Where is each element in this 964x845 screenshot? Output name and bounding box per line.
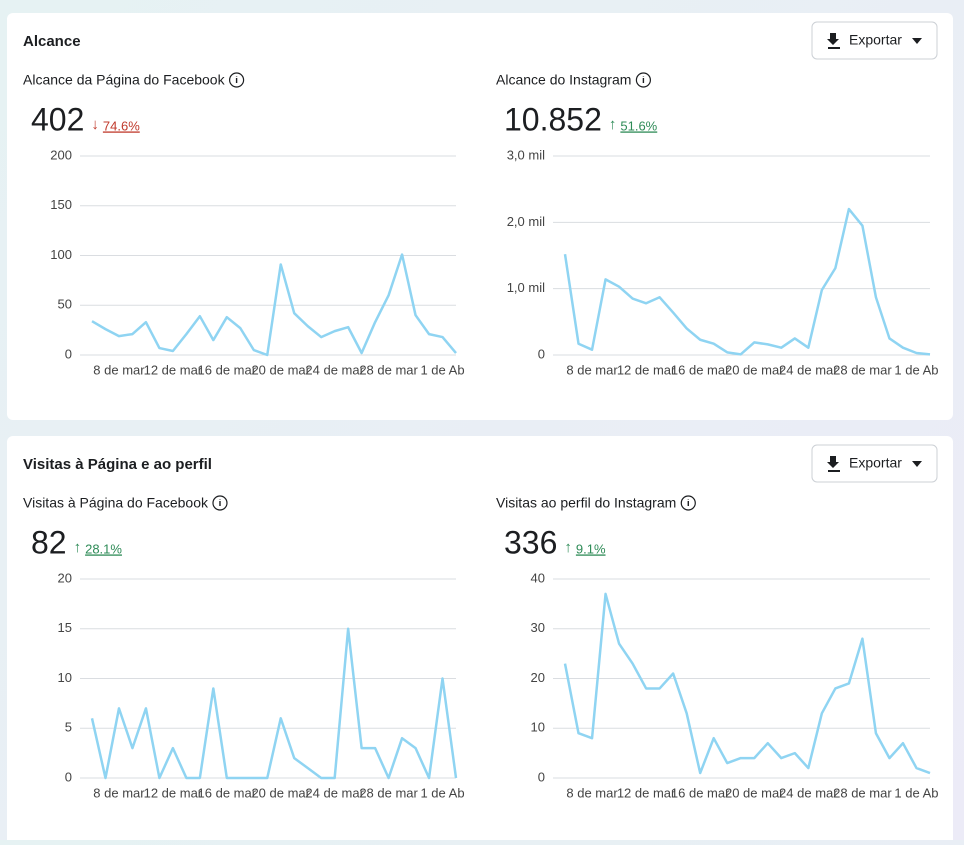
- y-tick-label: 5: [65, 720, 72, 735]
- y-tick-label: 0: [65, 769, 72, 784]
- y-tick-label: 10: [531, 720, 545, 735]
- button-bg: [811, 21, 938, 60]
- x-tick-label: 16 de mar: [671, 362, 730, 377]
- chart-title: Visitas à Página do Facebook: [23, 495, 209, 511]
- x-tick-label: 20 de mar: [251, 785, 310, 800]
- y-tick-label: 150: [50, 197, 72, 212]
- y-tick-label: 0: [538, 346, 545, 361]
- y-tick-label: 10: [58, 670, 72, 685]
- export-button[interactable]: Exportar: [811, 21, 938, 60]
- y-tick-label: 30: [531, 620, 545, 635]
- x-tick-label: 20 de mar: [725, 785, 784, 800]
- x-tick-label: 16 de mar: [198, 785, 257, 800]
- y-tick-label: 0: [538, 769, 545, 784]
- x-tick-label: 28 de mar: [833, 785, 892, 800]
- x-tick-label: 1 de Ab: [420, 785, 464, 800]
- y-tick-label: 50: [58, 297, 72, 312]
- x-tick-label: 24 de mar: [305, 785, 364, 800]
- section-title: Visitas à Página e ao perfil: [23, 456, 212, 473]
- x-tick-label: 20 de mar: [725, 362, 784, 377]
- x-tick-label: 12 de mar: [144, 362, 203, 377]
- y-tick-label: 0: [65, 346, 72, 361]
- download-icon: [827, 456, 840, 472]
- info-icon[interactable]: [228, 72, 245, 88]
- y-tick-label: 2,0 mil: [507, 214, 545, 229]
- total-value: 336: [504, 524, 557, 560]
- card: [7, 13, 953, 420]
- x-tick-label: 28 de mar: [833, 362, 892, 377]
- y-tick-label: 100: [50, 247, 72, 262]
- data-line: [90, 627, 458, 780]
- info-icon[interactable]: [635, 72, 652, 88]
- info-icon[interactable]: [212, 495, 228, 511]
- x-tick-label: 1 de Ab: [894, 362, 938, 377]
- change-percent: 51.6%: [620, 118, 657, 133]
- download-icon: [827, 33, 840, 49]
- button-bg: [811, 444, 938, 483]
- x-tick-label: 12 de mar: [617, 362, 676, 377]
- data-line: [91, 253, 457, 357]
- x-tick-label: 1 de Ab: [420, 362, 464, 377]
- chart-title: Alcance da Página do Facebook: [23, 72, 226, 88]
- data-line: [563, 592, 931, 775]
- y-tick-label: 15: [58, 620, 72, 635]
- x-tick-label: 28 de mar: [359, 362, 418, 377]
- total-value: 402: [31, 101, 84, 137]
- total-value: 10.852: [504, 101, 602, 137]
- change-percent: 9.1%: [576, 541, 606, 556]
- y-tick-label: 200: [50, 147, 72, 162]
- x-tick-label: 28 de mar: [359, 785, 418, 800]
- x-tick-label: 20 de mar: [251, 362, 310, 377]
- x-tick-label: 8 de mar: [566, 362, 618, 377]
- data-line: [563, 207, 931, 356]
- trend-arrow: ↑: [609, 116, 617, 133]
- section-title: Alcance: [23, 33, 81, 50]
- y-tick-label: 20: [58, 570, 72, 585]
- export-button[interactable]: Exportar: [811, 444, 938, 483]
- change-percent: 28.1%: [85, 541, 122, 556]
- y-tick-label: 20: [531, 670, 545, 685]
- x-tick-label: 12 de mar: [617, 785, 676, 800]
- x-tick-label: 24 de mar: [779, 785, 838, 800]
- button-label: Exportar: [849, 32, 902, 48]
- x-tick-label: 24 de mar: [305, 362, 364, 377]
- trend-arrow: ↓: [91, 116, 99, 133]
- chart-title: Alcance do Instagram: [496, 72, 631, 88]
- x-tick-label: 8 de mar: [93, 785, 145, 800]
- caret-icon: [912, 461, 922, 467]
- y-tick-label: 1,0 mil: [507, 280, 545, 295]
- y-tick-label: 3,0 mil: [507, 147, 545, 162]
- caret-icon: [912, 38, 922, 44]
- x-tick-label: 8 de mar: [566, 785, 618, 800]
- x-tick-label: 24 de mar: [779, 362, 838, 377]
- y-tick-label: 40: [531, 570, 545, 585]
- info-icon[interactable]: [680, 495, 696, 511]
- x-tick-label: 16 de mar: [671, 785, 730, 800]
- button-label: Exportar: [849, 455, 902, 471]
- x-tick-label: 1 de Ab: [894, 785, 938, 800]
- x-tick-label: 16 de mar: [198, 362, 257, 377]
- x-tick-label: 8 de mar: [93, 362, 145, 377]
- trend-arrow: ↑: [74, 539, 82, 556]
- change-percent: 74.6%: [103, 118, 140, 133]
- total-value: 82: [31, 524, 67, 560]
- chart-title: Visitas ao perfil do Instagram: [496, 495, 676, 511]
- trend-arrow: ↑: [564, 539, 572, 556]
- x-tick-label: 12 de mar: [144, 785, 203, 800]
